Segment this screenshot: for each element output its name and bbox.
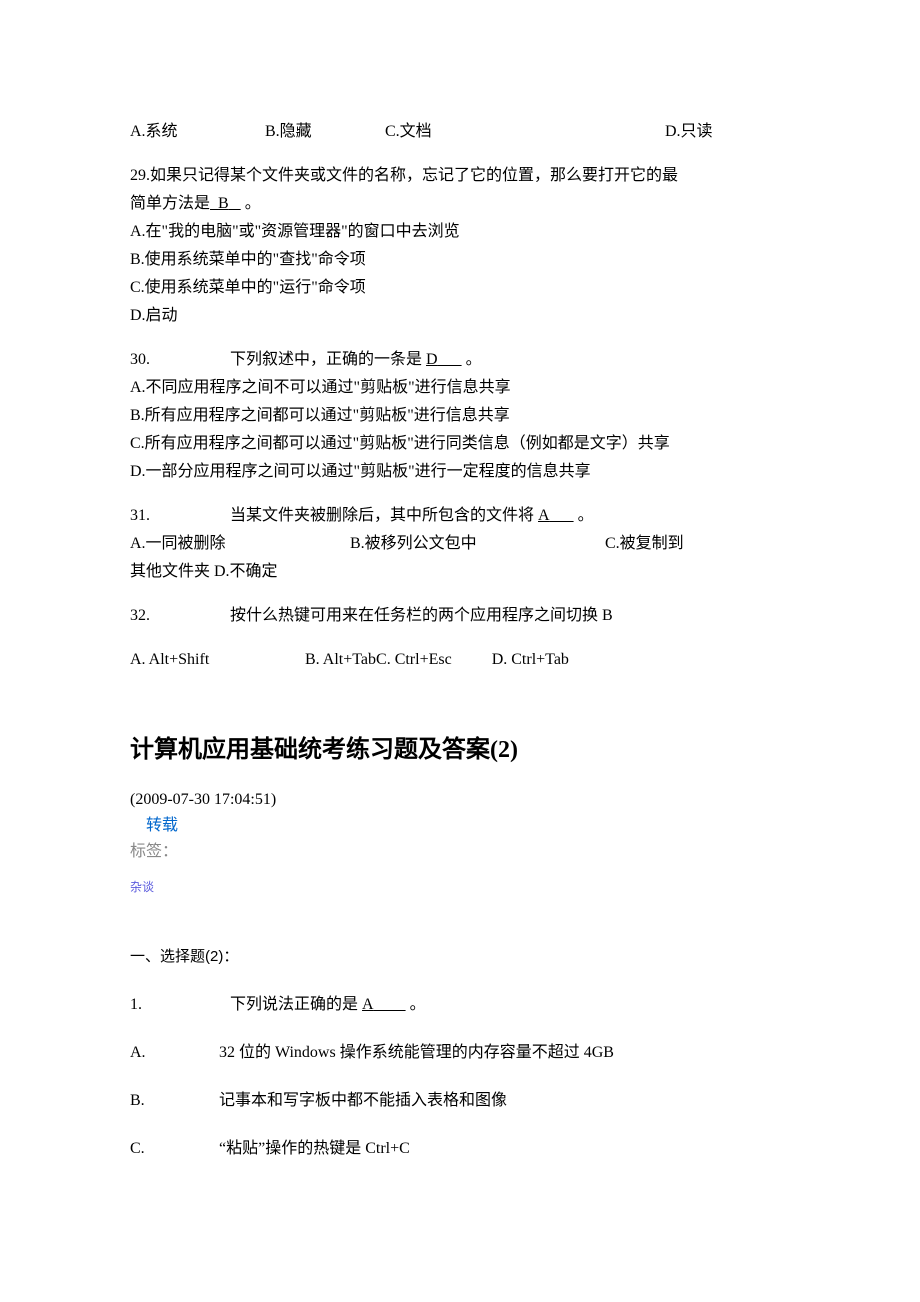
s2-q1-opt-a: A. 32 位的 Windows 操作系统能管理的内存容量不超过 4GB: [130, 1041, 790, 1065]
s2-q1-b-text: 记事本和写字板中都不能插入表格和图像: [219, 1092, 507, 1109]
s2-q1-c-text: “粘贴”操作的热键是 Ctrl+C: [219, 1140, 410, 1157]
s2-q1-b-label: B.: [130, 1089, 190, 1113]
s2-q1-suffix: 。: [406, 996, 426, 1013]
q31-opt-a: A.一同被删除: [130, 532, 350, 556]
q31-suffix: 。: [574, 507, 594, 524]
s2-q1-c-label: C.: [130, 1137, 190, 1161]
q32-opt-a: A. Alt+Shift: [130, 648, 305, 672]
q29-opt-b: B.使用系统菜单中的"查找"命令项: [130, 248, 790, 272]
s2-q1-opt-c: C. “粘贴”操作的热键是 Ctrl+C: [130, 1137, 790, 1161]
q31-text: 当某文件夹被删除后，其中所包含的文件将: [230, 507, 534, 524]
s2-q1-answer: A: [362, 996, 406, 1013]
q32-question: 32.按什么热键可用来在任务栏的两个应用程序之间切换 B: [130, 604, 790, 628]
q28-options: A.系统 B.隐藏 C.文档 D.只读: [130, 120, 790, 144]
q30-opt-c: C.所有应用程序之间都可以通过"剪贴板"进行同类信息（例如都是文字）共享: [130, 432, 790, 456]
label-text: 标签：: [130, 840, 790, 864]
section-heading: 一、选择题(2)：: [130, 946, 790, 969]
s2-q1-a-label: A.: [130, 1041, 190, 1065]
timestamp: (2009-07-30 17:04:51): [130, 788, 790, 812]
q30-text: 下列叙述中，正确的一条是: [230, 351, 422, 368]
q31-question: 31.当某文件夹被删除后，其中所包含的文件将 A 。: [130, 504, 790, 528]
q31-num: 31.: [130, 504, 230, 528]
q30: 30.下列叙述中，正确的一条是 D 。 A.不同应用程序之间不可以通过"剪贴板"…: [130, 348, 790, 484]
s2-q1: 1.下列说法正确的是 A 。: [130, 993, 790, 1017]
section-title: 计算机应用基础统考练习题及答案(2): [130, 732, 790, 768]
q29-suffix: 。: [245, 195, 261, 212]
q30-opt-a: A.不同应用程序之间不可以通过"剪贴板"进行信息共享: [130, 376, 790, 400]
q32-text: 按什么热键可用来在任务栏的两个应用程序之间切换 B: [230, 607, 613, 624]
tag-text: 杂谈: [130, 878, 790, 896]
q29-opt-a: A.在"我的电脑"或"资源管理器"的窗口中去浏览: [130, 220, 790, 244]
q29-answer: B: [210, 195, 241, 212]
option-c: C.文档: [385, 120, 665, 144]
q30-num: 30.: [130, 348, 230, 372]
q30-question: 30.下列叙述中，正确的一条是 D 。: [130, 348, 790, 372]
question-text-1: 29.如果只记得某个文件夹或文件的名称，忘记了它的位置，那么要打开它的最: [130, 164, 790, 188]
repost-link[interactable]: 转载: [146, 814, 790, 838]
question-text-2: 简单方法是 B 。: [130, 192, 790, 216]
q31: 31.当某文件夹被删除后，其中所包含的文件将 A 。 A.一同被删除 B.被移列…: [130, 504, 790, 584]
s2-q1-opt-b: B. 记事本和写字板中都不能插入表格和图像: [130, 1089, 790, 1113]
s2-q1-num: 1.: [130, 993, 230, 1017]
q32-opt-b: B. Alt+Tab: [305, 651, 376, 668]
q32-opt-c: C. Ctrl+Esc: [376, 651, 452, 668]
q30-suffix: 。: [462, 351, 482, 368]
q29: 29.如果只记得某个文件夹或文件的名称，忘记了它的位置，那么要打开它的最 简单方…: [130, 164, 790, 328]
options-row: A.系统 B.隐藏 C.文档 D.只读: [130, 120, 790, 144]
q30-opt-b: B.所有应用程序之间都可以通过"剪贴板"进行信息共享: [130, 404, 790, 428]
q30-answer: D: [426, 351, 462, 368]
q29-prefix: 简单方法是: [130, 195, 210, 212]
q30-opt-d: D.一部分应用程序之间可以通过"剪贴板"进行一定程度的信息共享: [130, 460, 790, 484]
option-d: D.只读: [665, 120, 713, 144]
q29-opt-d: D.启动: [130, 304, 790, 328]
q31-options-row: A.一同被删除 B.被移列公文包中 C.被复制到: [130, 532, 790, 556]
s2-q1-a-text: 32 位的 Windows 操作系统能管理的内存容量不超过 4GB: [219, 1044, 614, 1061]
q29-opt-c: C.使用系统菜单中的"运行"命令项: [130, 276, 790, 300]
option-b: B.隐藏: [265, 120, 385, 144]
q32-options: A. Alt+ShiftB. Alt+TabC. Ctrl+Esc D. Ctrl…: [130, 648, 790, 672]
q31-opt-c: C.被复制到: [605, 532, 684, 556]
q31-opt-line2: 其他文件夹 D.不确定: [130, 560, 790, 584]
q31-answer: A: [538, 507, 574, 524]
s2-q1-text: 下列说法正确的是: [230, 996, 358, 1013]
q32-opt-d: D. Ctrl+Tab: [492, 651, 569, 668]
q32-num: 32.: [130, 604, 230, 628]
q32: 32.按什么热键可用来在任务栏的两个应用程序之间切换 B A. Alt+Shif…: [130, 604, 790, 672]
option-a: A.系统: [130, 120, 265, 144]
q31-opt-b: B.被移列公文包中: [350, 532, 605, 556]
